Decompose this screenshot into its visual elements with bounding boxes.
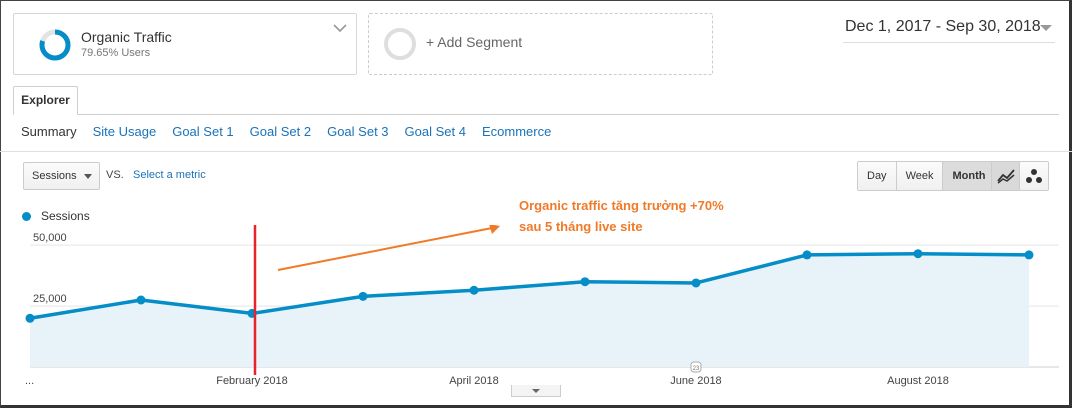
period-day-button[interactable]: Day — [858, 162, 897, 190]
tab-explorer[interactable]: Explorer — [13, 86, 78, 115]
growth-annotation: Organic traffic tăng trưởng +70% sau 5 t… — [519, 195, 724, 237]
annotation-arrow-shaft — [277, 227, 493, 271]
tab-bar-divider — [13, 114, 1059, 115]
subnav-summary[interactable]: Summary — [21, 124, 77, 139]
select-metric-link[interactable]: Select a metric — [133, 169, 206, 181]
segment-card-organic-traffic[interactable]: Organic Traffic 79.65% Users — [13, 13, 357, 75]
data-point — [358, 291, 368, 301]
annotation-marker-label: 23 — [693, 366, 700, 372]
y-tick-label: 50,000 — [33, 232, 67, 244]
subnav-goal-set-3[interactable]: Goal Set 3 — [327, 124, 389, 139]
add-segment-label: + Add Segment — [426, 34, 523, 50]
data-point — [580, 277, 590, 287]
motion-chart-button[interactable] — [1020, 162, 1048, 190]
data-point — [136, 295, 146, 305]
legend-swatch — [22, 211, 31, 221]
chart-type-toggle — [991, 161, 1049, 191]
vs-label: VS. — [106, 169, 124, 181]
chevron-down-icon[interactable] — [332, 22, 348, 34]
y-tick-label: 25,000 — [33, 293, 67, 305]
annotation-line-2: sau 5 tháng live site — [519, 219, 643, 234]
segment-percentage: 79.65% Users — [81, 47, 151, 59]
date-range-picker[interactable]: Dec 1, 2017 - Sep 30, 2018 — [845, 18, 1041, 35]
x-tick-label: ... — [25, 375, 34, 387]
caret-down-icon — [84, 174, 92, 179]
segment-name: Organic Traffic — [81, 29, 172, 45]
data-point — [913, 249, 923, 259]
period-month-button[interactable]: Month — [943, 162, 995, 190]
caret-down-icon[interactable] — [1040, 25, 1052, 31]
subnav-goal-set-1[interactable]: Goal Set 1 — [172, 124, 234, 139]
subnav-ecommerce[interactable]: Ecommerce — [481, 124, 552, 139]
data-point — [691, 278, 701, 288]
x-tick-label: June 2018 — [670, 375, 721, 387]
report-subnav: Summary Site Usage Goal Set 1 Goal Set 2… — [21, 124, 551, 139]
date-range-divider — [843, 42, 1055, 43]
line-chart-button[interactable] — [992, 162, 1020, 190]
legend-label: Sessions — [41, 209, 90, 223]
subnav-goal-set-2[interactable]: Goal Set 2 — [249, 124, 312, 139]
x-tick-label: February 2018 — [216, 375, 288, 387]
period-toggle: Day Week Month — [857, 161, 996, 191]
segment-donut-icon — [39, 29, 71, 61]
add-segment-button[interactable]: + Add Segment — [368, 13, 713, 75]
annotation-marker — [690, 361, 702, 373]
data-point — [1024, 250, 1034, 260]
series-area-sessions — [30, 253, 1029, 367]
empty-segment-ring-icon — [384, 28, 416, 60]
motion-chart-icon — [1026, 169, 1042, 183]
subnav-divider — [0, 151, 1072, 152]
period-week-button[interactable]: Week — [896, 162, 944, 190]
subnav-goal-set-4[interactable]: Goal Set 4 — [404, 124, 466, 139]
sessions-chart: 50,000 25,000... February 2018 April 2018 Ju… — [25, 225, 1059, 387]
x-tick-label: April 2018 — [449, 375, 499, 387]
x-tick-label: August 2018 — [887, 375, 949, 387]
subnav-site-usage[interactable]: Site Usage — [92, 124, 157, 139]
data-point — [802, 250, 812, 260]
data-point — [25, 313, 35, 323]
series-line-sessions — [29, 251, 1030, 320]
annotation-line-1: Organic traffic tăng trưởng +70% — [519, 198, 724, 213]
metric-dropdown-value: Sessions — [32, 170, 77, 182]
chart-legend: Sessions — [22, 209, 90, 223]
annotation-arrow-head — [489, 225, 500, 234]
chart-expand-handle[interactable] — [511, 385, 561, 397]
line-chart-icon — [996, 169, 1015, 184]
metric-dropdown[interactable]: Sessions — [23, 162, 100, 190]
data-point — [469, 285, 479, 295]
